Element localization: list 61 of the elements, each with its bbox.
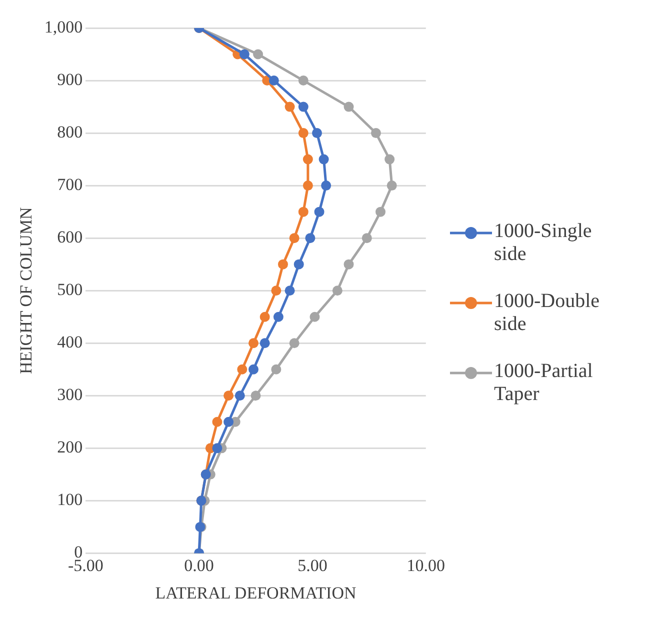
point [314,206,324,217]
point [273,312,284,322]
point [370,128,381,138]
point [302,180,313,191]
point [212,443,222,454]
y-tick-label: 400 [57,332,83,352]
point [332,286,342,296]
point [239,49,250,60]
legend-label: 1000-Double side [494,290,601,336]
y-tick-label: 500 [57,280,83,300]
y-tick-label: 800 [57,122,83,142]
point [384,154,395,164]
y-tick-label: 300 [57,385,83,404]
point [298,76,308,86]
y-tick-label: 100 [57,490,83,510]
y-axis-title: HEIGHT OF COLUMN [16,207,36,374]
point [344,102,354,112]
x-tick-label: 5.00 [298,556,328,575]
point [289,338,300,348]
point [344,259,354,270]
y-tick-label: 600 [57,228,83,247]
x-tick-label: 10.00 [406,556,445,575]
point [260,312,270,322]
point [248,364,258,374]
point [253,49,264,60]
point [250,390,261,401]
point [284,102,295,112]
point [224,416,234,427]
point [298,128,308,138]
point [289,233,300,244]
legend-label: 1000-Single side [494,220,593,266]
point [234,390,245,401]
y-tick-label: 900 [57,70,83,89]
point [224,390,234,401]
point [271,286,282,296]
point [305,233,316,244]
point [268,76,279,86]
point [312,128,322,138]
y-tick-label: 200 [57,438,83,457]
point [237,364,248,374]
point [321,180,332,191]
y-tick-label: 1,000 [44,17,83,36]
point [294,259,304,270]
point [260,338,270,348]
point [310,312,320,322]
point [248,338,258,348]
point [271,364,282,374]
point [318,154,329,164]
point [298,206,308,217]
point [362,233,372,244]
y-tick-label: 700 [57,175,83,194]
point [302,154,313,164]
point [386,180,397,191]
point [298,102,308,112]
x-axis-title: LATERAL DEFORMATION [155,583,356,602]
x-tick-label: 0.00 [184,556,214,575]
point [212,416,222,427]
legend-label: 1000-Partial Taper [494,360,594,406]
point [278,259,288,270]
point [376,206,386,217]
point [284,286,295,296]
